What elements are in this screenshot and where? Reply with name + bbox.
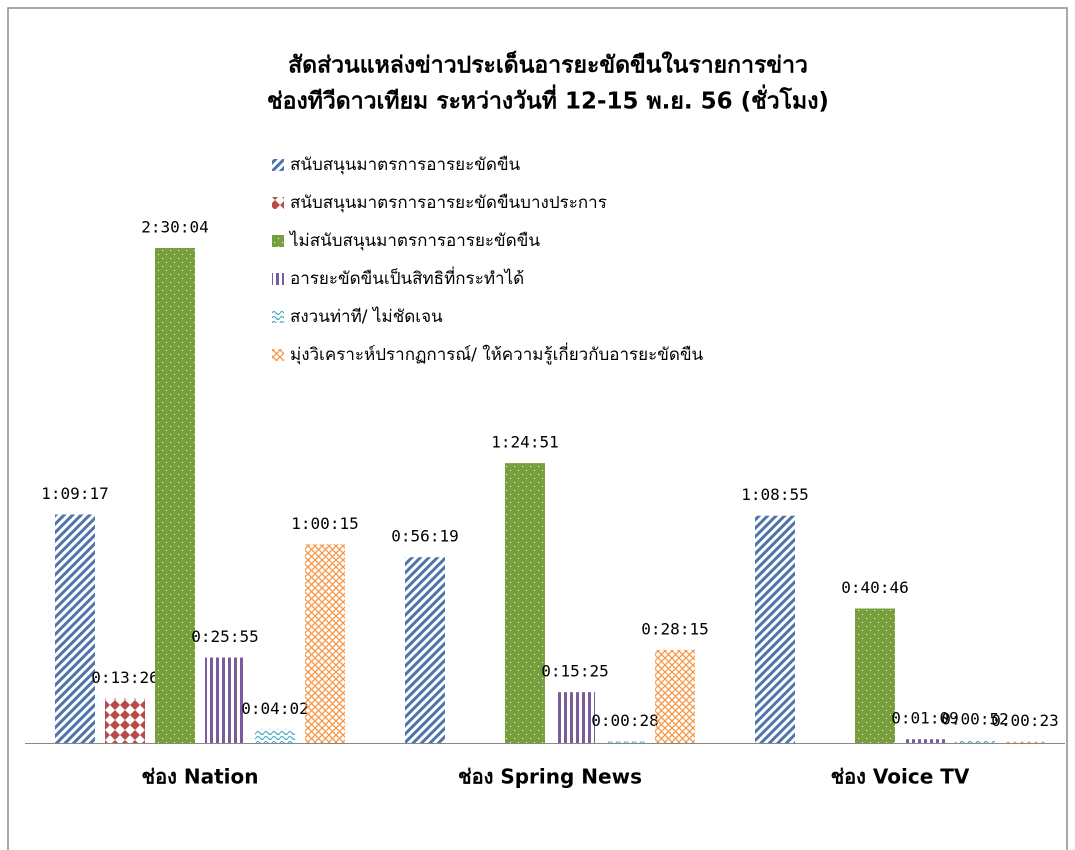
bar xyxy=(305,544,345,743)
x-tick-label: ช่อง Voice TV xyxy=(831,765,970,789)
bar xyxy=(1005,741,1045,743)
legend-swatch xyxy=(272,235,284,247)
data-label: 0:00:52 xyxy=(941,710,1008,729)
legend-swatch xyxy=(272,159,284,171)
x-tick-label: ช่อง Spring News xyxy=(458,765,642,789)
legend-label: ไม่สนับสนุนมาตรการอารยะขัดขืน xyxy=(288,230,540,251)
data-label: 0:00:23 xyxy=(991,711,1058,730)
bar xyxy=(505,463,545,743)
data-label: 0:40:46 xyxy=(841,578,908,597)
legend-swatch xyxy=(272,311,284,323)
bar xyxy=(155,248,195,743)
bar xyxy=(205,657,245,743)
legend-label: สงวนท่าที/ ไม่ชัดเจน xyxy=(290,306,443,327)
legend-swatch xyxy=(272,349,284,361)
data-label: 1:08:55 xyxy=(741,485,808,504)
bar xyxy=(105,698,145,743)
x-tick-label: ช่อง Nation xyxy=(142,765,259,789)
bar xyxy=(555,692,595,743)
chart-title: ช่องทีวีดาวเทียม ระหว่างวันที่ 12-15 พ.ย… xyxy=(267,84,829,115)
bar xyxy=(405,557,445,743)
data-label: 2:30:04 xyxy=(141,218,208,237)
chart-title: สัดส่วนแหล่งข่าวประเด็นอารยะขัดขืนในรายก… xyxy=(288,50,808,79)
legend-label: สนับสนุนมาตรการอารยะขัดขืนบางประการ xyxy=(290,193,607,213)
data-label: 0:25:55 xyxy=(191,627,258,646)
bar xyxy=(605,741,645,743)
bar xyxy=(655,649,695,743)
data-label: 1:00:15 xyxy=(291,514,358,533)
data-label: 0:15:25 xyxy=(541,662,608,681)
legend-label: สนับสนุนมาตรการอารยะขัดขืน xyxy=(290,155,521,175)
data-label: 0:01:09 xyxy=(891,709,958,728)
data-label: 1:24:51 xyxy=(491,433,558,452)
bar xyxy=(755,515,795,743)
data-label: 1:09:17 xyxy=(41,484,108,503)
legend-label: มุ่งวิเคราะห์ปรากฏการณ์/ ให้ความรู้เกี่ย… xyxy=(290,342,704,365)
bar xyxy=(905,739,945,743)
legend-label: อารยะขัดขืนเป็นสิทธิที่กระทำได้ xyxy=(290,266,524,289)
legend-swatch xyxy=(272,197,284,209)
bar xyxy=(855,608,895,743)
data-label: 0:04:02 xyxy=(241,699,308,718)
legend-swatch xyxy=(272,273,284,285)
data-label: 0:56:19 xyxy=(391,527,458,546)
data-label: 0:13:26 xyxy=(91,668,158,687)
data-label: 0:00:28 xyxy=(591,711,658,730)
bar xyxy=(55,514,95,743)
data-label: 0:28:15 xyxy=(641,619,708,638)
bar xyxy=(255,729,295,743)
bar xyxy=(955,740,995,743)
